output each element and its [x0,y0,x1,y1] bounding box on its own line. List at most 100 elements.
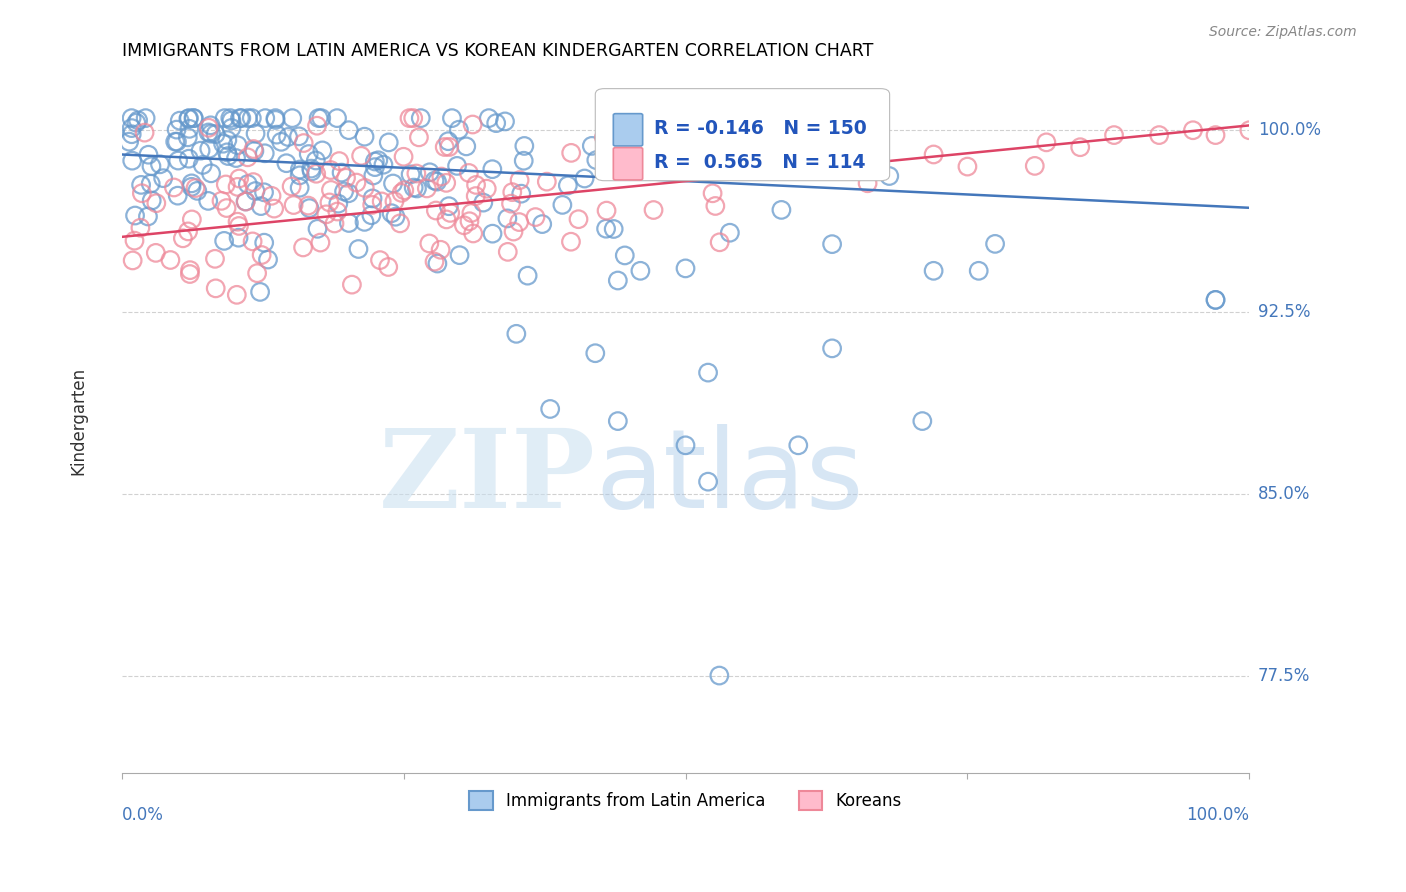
Point [1069,140,1091,154]
Point [675,438,697,452]
Point [288,180,311,194]
Point [167,153,190,168]
Point [299,161,322,176]
Text: IMMIGRANTS FROM LATIN AMERICA VS KOREAN KINDERGARTEN CORRELATION CHART: IMMIGRANTS FROM LATIN AMERICA VS KOREAN … [122,42,873,60]
Point [508,215,530,229]
Point [425,203,447,218]
Point [333,185,356,199]
Point [309,235,332,250]
Point [353,129,375,144]
Point [305,119,328,133]
Point [319,183,342,197]
Point [235,194,257,209]
Point [226,215,249,229]
Point [305,153,328,168]
Point [198,142,221,156]
Point [231,111,253,125]
Point [235,194,257,209]
Point [602,222,624,236]
Point [567,212,589,227]
Point [361,191,384,205]
FancyBboxPatch shape [613,147,643,180]
Point [460,206,482,220]
Point [723,159,745,173]
Point [821,237,844,252]
Point [643,202,665,217]
Point [217,149,239,163]
Point [219,111,242,125]
Point [253,235,276,250]
Point [292,240,315,254]
Point [204,281,226,295]
Point [856,176,879,190]
Point [620,133,643,147]
Point [197,120,219,135]
Point [505,326,527,341]
Point [326,204,349,219]
Point [165,135,187,149]
Point [457,166,479,180]
Point [718,226,741,240]
Point [277,130,299,145]
Point [242,175,264,189]
Point [433,140,456,154]
Point [242,142,264,156]
Point [772,139,794,153]
Point [191,158,214,172]
Point [141,194,163,208]
Point [595,221,617,235]
Point [212,234,235,248]
Point [785,136,807,150]
Point [647,159,669,173]
Point [337,186,360,201]
Point [453,219,475,233]
Point [496,244,519,259]
Point [437,134,460,148]
Point [180,177,202,191]
Point [179,263,201,277]
Point [214,111,236,125]
Point [200,166,222,180]
Point [253,186,276,200]
Point [124,209,146,223]
Point [309,111,332,125]
Point [502,225,524,239]
Point [426,256,449,270]
Point [177,152,200,166]
Point [1102,128,1125,142]
Point [145,196,167,211]
Point [389,216,412,230]
Point [225,151,247,165]
Point [311,144,333,158]
Point [1035,136,1057,150]
Point [276,156,298,170]
Point [298,201,321,215]
Point [496,211,519,226]
Point [236,150,259,164]
Point [516,268,538,283]
Point [704,199,727,213]
Point [1147,128,1170,142]
Point [1205,128,1227,142]
Point [538,401,561,416]
Point [149,157,172,171]
Point [226,138,249,153]
Point [307,222,329,236]
Point [264,112,287,127]
Point [250,199,273,213]
Point [402,180,425,194]
Point [166,122,188,136]
Point [1024,159,1046,173]
Point [606,273,628,287]
Point [458,214,481,228]
Point [1205,293,1227,307]
Point [184,181,207,195]
Point [1205,293,1227,307]
Point [606,414,628,428]
Point [200,119,222,133]
Point [709,235,731,250]
Point [138,147,160,161]
Point [557,178,579,193]
Point [169,113,191,128]
Point [436,212,458,227]
